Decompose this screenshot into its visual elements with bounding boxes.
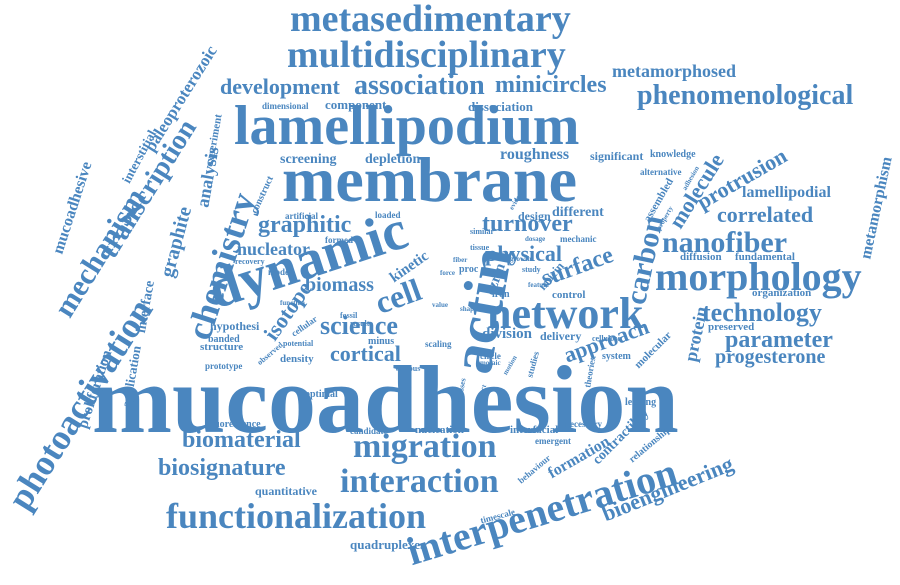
- word-organization: organization: [752, 287, 812, 299]
- word-iron: iron: [492, 289, 510, 300]
- word-design: design: [518, 209, 551, 223]
- word-roughness: roughness: [500, 146, 570, 163]
- word-minus: minus: [368, 336, 395, 347]
- word-various: various: [395, 364, 421, 373]
- word-optimal: optimal: [305, 389, 338, 400]
- word-functionalization: functionalization: [166, 496, 427, 536]
- word-control: control: [552, 289, 586, 301]
- word-necessary: necessary: [565, 419, 602, 429]
- word-phenomenological: phenomenological: [637, 80, 854, 111]
- word-migration: migration: [353, 428, 497, 465]
- word-function: function: [280, 299, 305, 307]
- word-biosignature: biosignature: [158, 455, 286, 481]
- word-value: value: [432, 301, 448, 309]
- word-cellulose: cellulose: [592, 334, 621, 343]
- word-candidate: candidate: [350, 426, 388, 436]
- word-proc: proc: [459, 264, 479, 275]
- word-delivery: delivery: [540, 329, 582, 343]
- word-mechanic: mechanic: [560, 234, 597, 244]
- word-preserved: preserved: [708, 321, 755, 333]
- word-science: science: [320, 311, 398, 340]
- word-nucleation: nucleation: [415, 424, 464, 436]
- word-component: component: [325, 97, 387, 112]
- word-protein: protein: [680, 304, 712, 364]
- word-biomaterial: biomaterial: [182, 427, 301, 453]
- word-structure: structure: [200, 341, 244, 353]
- word-nucleator: nucleator: [237, 239, 310, 259]
- word-emergent: emergent: [535, 436, 571, 446]
- word-system: system: [602, 351, 631, 362]
- word-artificial: artificial: [285, 211, 318, 221]
- word-study: study: [522, 265, 541, 274]
- word-biomass: biomass: [305, 274, 374, 296]
- word-screening: screening: [280, 152, 337, 167]
- word-diffusion: diffusion: [680, 251, 722, 263]
- word-shape: shape: [460, 305, 478, 313]
- word-morphology: morphology: [655, 254, 862, 299]
- word-association: association: [354, 70, 485, 101]
- word-model: model: [268, 267, 292, 277]
- word-force: force: [440, 269, 456, 277]
- word-mosaic: mosaic: [480, 359, 501, 367]
- word-fossil: fossil: [340, 311, 358, 320]
- word-graphite: graphite: [156, 204, 197, 280]
- word-fiber: fiber: [453, 256, 468, 264]
- word-interaction: interaction: [340, 463, 499, 500]
- word-knowledge: knowledge: [650, 149, 696, 160]
- word-recovery: recovery: [235, 257, 265, 266]
- word-dissociation: dissociation: [468, 99, 534, 114]
- word-potential: potential: [283, 339, 314, 348]
- word-turnover: turnover: [482, 211, 573, 237]
- word-correlated: correlated: [717, 202, 814, 227]
- word-significant: significant: [590, 149, 644, 163]
- word-multidisciplinary: multidisciplinary: [287, 34, 566, 76]
- word-interface: interface: [133, 279, 158, 335]
- word-mucoadhesion: mucoadhesion: [92, 346, 679, 453]
- word-quadruplexes: quadruplexes: [350, 537, 426, 552]
- word-parameter: parameter: [725, 327, 833, 353]
- word-banded: banded: [208, 334, 240, 345]
- word-minicircles: minicircles: [495, 72, 607, 98]
- word-graphitic: graphitic: [258, 212, 352, 238]
- word-experiment: experiment: [203, 113, 225, 168]
- word-construct: construct: [249, 174, 276, 216]
- word-different: different: [552, 205, 604, 220]
- word-loaded: loaded: [375, 210, 401, 220]
- word-membrane: membrane: [282, 144, 578, 215]
- word-circle: circle: [480, 351, 501, 361]
- word-network: network: [487, 289, 644, 338]
- word-leading: leading: [625, 397, 657, 408]
- word-result: result: [350, 319, 370, 328]
- word-metamorphosed: metamorphosed: [612, 61, 736, 81]
- word-scaling: scaling: [425, 339, 452, 349]
- word-dimensional: dimensional: [262, 101, 309, 111]
- word-prototype: prototype: [205, 361, 243, 371]
- word-lamellipodial: lamellipodial: [742, 184, 831, 201]
- word-metasedimentary: metasedimentary: [290, 0, 571, 40]
- word-metamorphism: metamorphism: [857, 155, 896, 261]
- word-formed: formed: [325, 235, 353, 245]
- word-feature: feature: [528, 281, 550, 289]
- word-hypothesi: hypothesi: [210, 319, 260, 333]
- word-development: development: [220, 74, 340, 99]
- word-density: density: [280, 353, 314, 365]
- word-growth: growth: [510, 255, 532, 263]
- word-nanofiber: nanofiber: [662, 226, 788, 259]
- word-tissue: tissue: [470, 243, 490, 252]
- word-dosage: dosage: [525, 235, 546, 243]
- word-similar: similar: [470, 227, 494, 236]
- word-quantitative: quantitative: [255, 484, 318, 498]
- word-technology: technology: [702, 298, 822, 327]
- word-cortical: cortical: [330, 341, 401, 366]
- word-physical: physical: [485, 241, 563, 266]
- word-depletion: depletion: [365, 152, 421, 167]
- word-fluorescence: fluorescence: [208, 419, 261, 430]
- word-fundamental: fundamental: [735, 251, 795, 263]
- word-lamellipodium: lamellipodium: [234, 95, 580, 157]
- word-alternative: alternative: [640, 167, 682, 177]
- word-interfacial: interfacial: [510, 424, 559, 436]
- word-progesterone: progesterone: [715, 346, 826, 368]
- word-division: division: [482, 326, 533, 342]
